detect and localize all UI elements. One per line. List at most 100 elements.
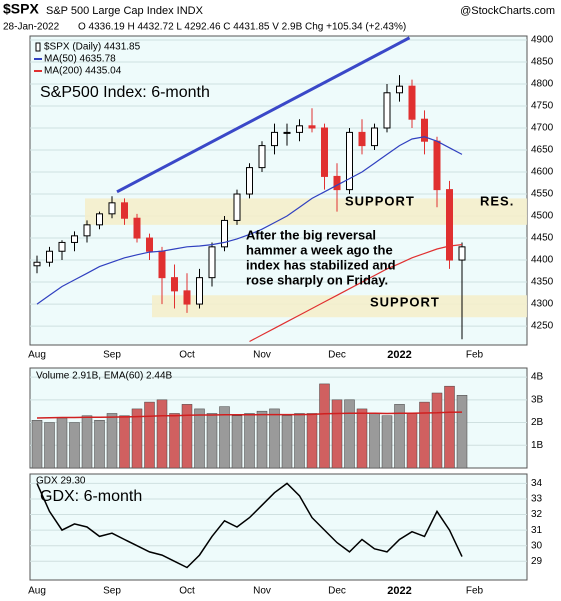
volume-bar [206, 413, 218, 469]
x-tick-label: Dec [328, 350, 346, 361]
y-tick-label: 4650 [531, 145, 554, 156]
volume-bar [406, 413, 418, 469]
volume-bar [231, 415, 243, 469]
candle-body [358, 131, 366, 147]
candle-body [58, 241, 66, 252]
volume-bar [294, 413, 305, 469]
volume-bar [369, 413, 380, 469]
volume-bar [381, 415, 393, 469]
y-tick-label: 4550 [531, 189, 554, 200]
annotation: hammer a week ago the [246, 242, 393, 257]
legend-label: MA(50) 4635.78 [44, 54, 116, 65]
x-tick-label: Nov [253, 586, 271, 597]
band-label: SUPPORT [345, 193, 415, 208]
y-tick-label: 2B [531, 417, 544, 428]
annotation: index has stabilized and [246, 257, 396, 272]
volume-bar [81, 415, 93, 469]
headline: GDX: 6-month [40, 488, 142, 505]
candle-body [283, 131, 291, 134]
legend-label: $SPX (Daily) 4431.85 [44, 42, 141, 53]
candle-body [96, 213, 103, 226]
candle-body [233, 193, 241, 221]
panel-title: Volume 2.91B, EMA(60) 2.44B [36, 371, 173, 382]
volume-bar [356, 408, 368, 469]
date: 28-Jan-2022 [3, 22, 60, 33]
y-tick-label: 4350 [531, 277, 554, 288]
candle-body [196, 277, 203, 305]
y-tick-label: 31 [531, 525, 543, 536]
candle-body [346, 131, 353, 191]
y-tick-label: 29 [531, 556, 543, 567]
y-tick-label: 32 [531, 509, 543, 520]
candle-body [246, 167, 253, 195]
volume-bar [456, 395, 468, 469]
y-tick-label: 4750 [531, 101, 554, 112]
volume-bar [431, 392, 443, 469]
volume-bar [56, 417, 68, 469]
band-label: SUPPORT [370, 294, 440, 309]
candle-body [158, 250, 166, 279]
quote: O 4336.19 H 4432.72 L 4292.46 C 4431.85 … [78, 22, 406, 33]
volume-bar [194, 408, 205, 469]
volume-bar [331, 399, 343, 469]
x-tick-label: Feb [466, 586, 484, 597]
volume-bar [444, 385, 455, 469]
annotation: After the big reversal [246, 227, 376, 242]
candle-body [333, 175, 341, 191]
volume-bar [44, 422, 55, 469]
volume-bar [31, 420, 43, 469]
y-tick-label: 4900 [531, 35, 554, 46]
volume-bar [306, 413, 318, 469]
candle-body [221, 219, 228, 248]
candle-body [396, 85, 403, 94]
candle-body [121, 202, 128, 219]
x-tick-label: Feb [466, 350, 484, 361]
y-tick-label: 4800 [531, 79, 554, 90]
y-tick-label: 4B [531, 372, 544, 383]
y-tick-label: 4600 [531, 167, 554, 178]
volume-bar [244, 413, 255, 469]
legend-swatch [35, 42, 41, 52]
volume-bar [131, 408, 143, 469]
volume-bar [256, 410, 268, 469]
moving-average [249, 244, 463, 343]
x-tick-label: 2022 [387, 585, 411, 597]
y-tick-label: 4400 [531, 255, 554, 266]
volume-bar [319, 383, 330, 469]
band-label: RES. [480, 193, 514, 208]
volume-bar [181, 404, 193, 469]
headline: S&P500 Index: 6-month [40, 84, 210, 101]
gdx-line [36, 482, 463, 569]
y-tick-label: 4700 [531, 123, 554, 134]
volume-bar [219, 406, 230, 469]
trend-line [116, 36, 411, 194]
x-tick-label: Oct [179, 586, 195, 597]
volume-bar [281, 415, 293, 469]
volume-bar [69, 422, 80, 469]
moving-average [36, 136, 463, 305]
ema-line [36, 411, 463, 419]
y-tick-label: 34 [531, 478, 543, 489]
candle-body [183, 290, 191, 305]
x-tick-label: Dec [328, 586, 346, 597]
support-band [152, 295, 527, 318]
candle-body [171, 277, 178, 292]
candle-body [208, 246, 216, 279]
x-tick-label: Sep [103, 586, 121, 597]
x-tick-label: 2022 [387, 349, 411, 361]
x-tick-label: Aug [28, 350, 46, 361]
y-tick-label: 4250 [531, 321, 554, 332]
candle-body [446, 189, 453, 261]
y-tick-label: 30 [531, 540, 543, 551]
x-tick-label: Sep [103, 350, 121, 361]
candle-body [296, 125, 303, 133]
y-tick-label: 3B [531, 394, 544, 405]
y-tick-label: 4500 [531, 211, 554, 222]
panel-title: GDX 29.30 [36, 476, 86, 487]
candle-body [371, 127, 378, 147]
x-tick-label: Oct [179, 350, 195, 361]
volume-bar [156, 399, 168, 469]
chart-title: $SPX [3, 1, 39, 17]
chart-subtitle: S&P 500 Large Cap Index INDX [46, 5, 204, 17]
x-tick-label: Aug [28, 586, 46, 597]
